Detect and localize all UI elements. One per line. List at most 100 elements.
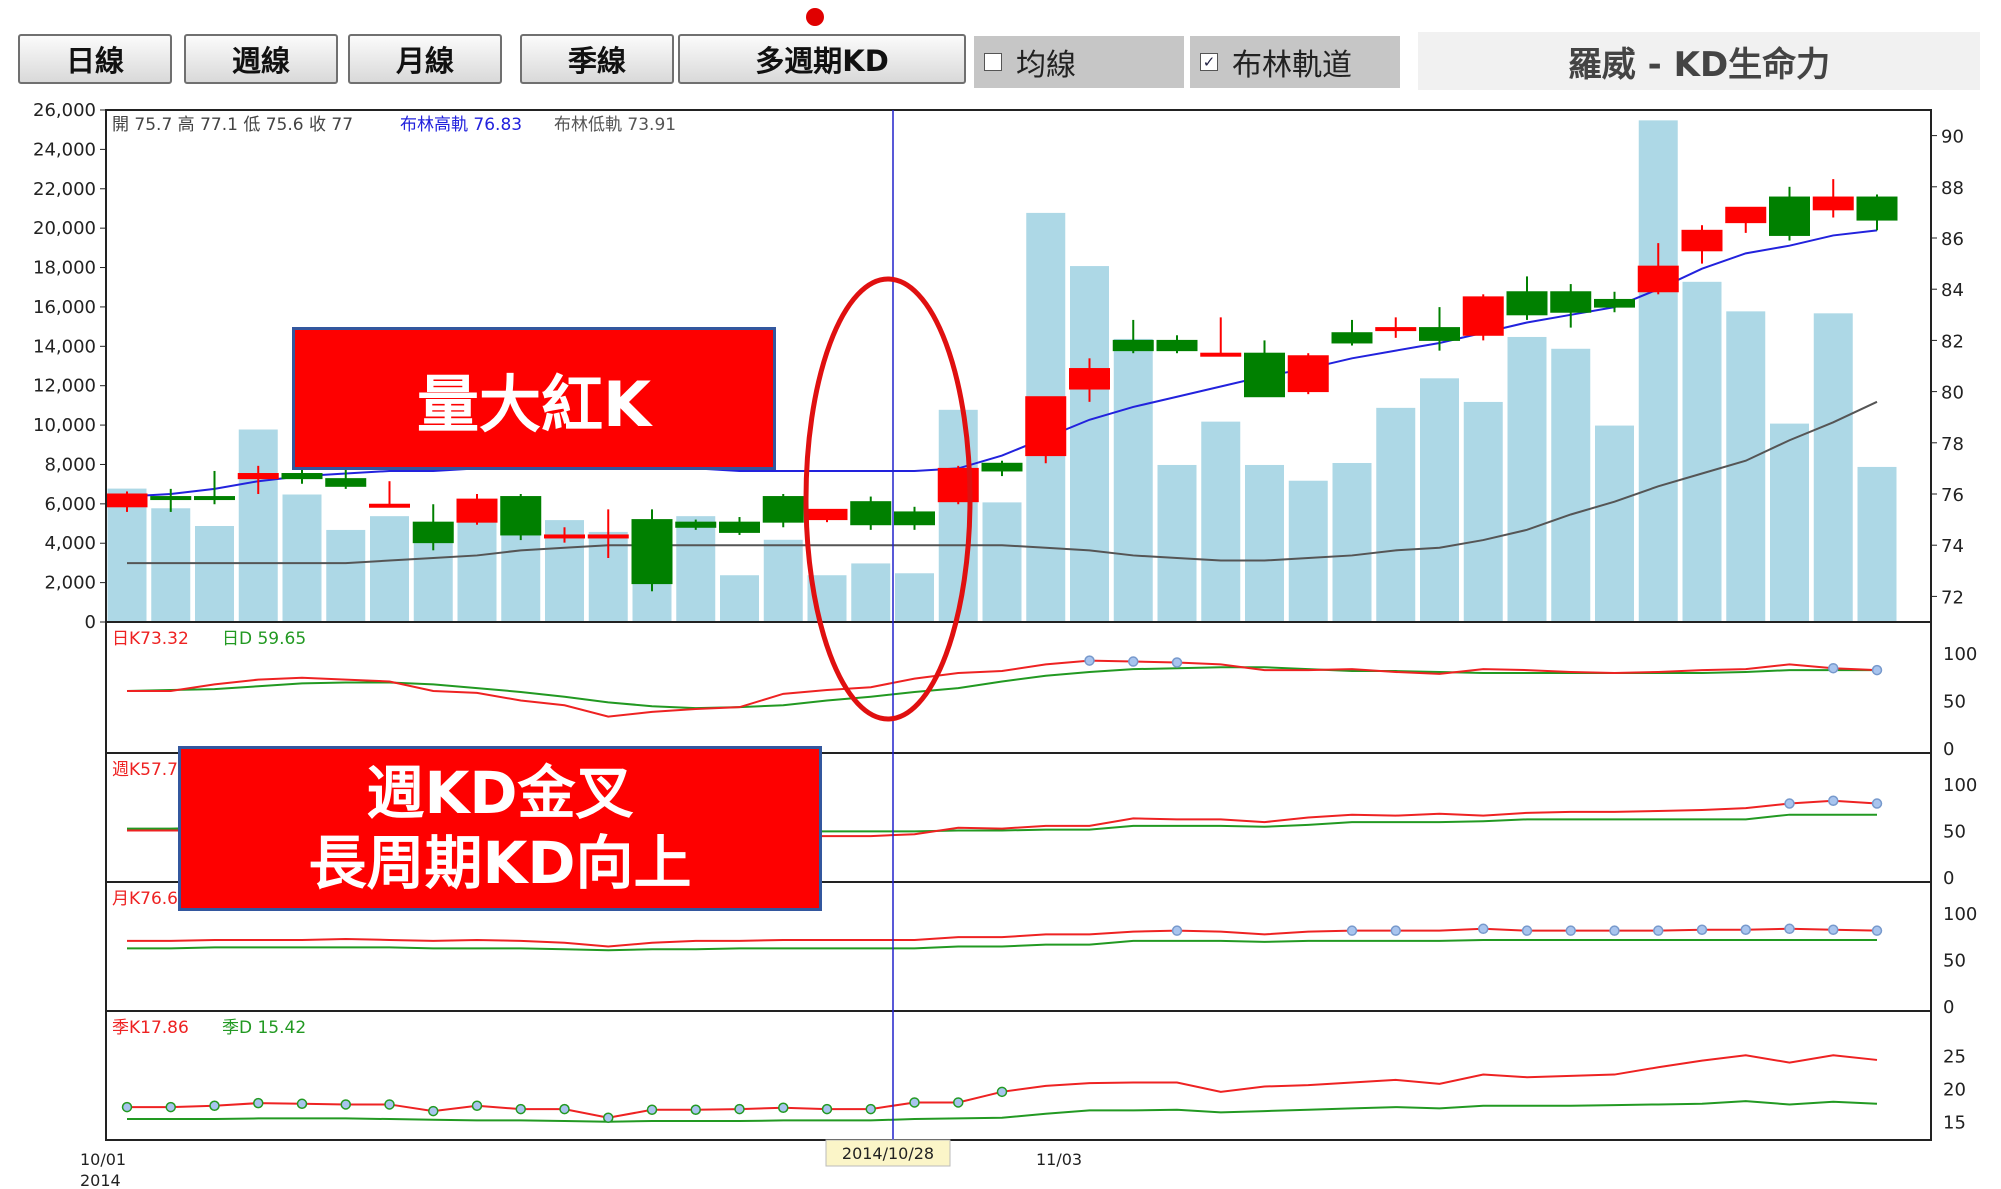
kd-tick-label: 100: [1943, 644, 1977, 665]
candle-body: [1856, 196, 1898, 221]
k-marker: [1871, 925, 1883, 936]
candle-body: [1287, 355, 1329, 393]
active-indicator-dot: [806, 8, 824, 26]
kd-tick-label: 0: [1943, 997, 1954, 1018]
candle-body: [500, 496, 542, 536]
kd-tick-label: 50: [1943, 692, 1966, 713]
candle-body: [281, 473, 323, 480]
chart-border: [105, 109, 1932, 1141]
monthly-button[interactable]: 月線: [348, 34, 502, 84]
k-marker: [603, 1112, 614, 1123]
x-label-nov: 11/03: [1036, 1150, 1082, 1169]
candle-body: [1331, 332, 1373, 344]
axes: 0 2,000 4,000 6,000 8,000 10,000 12,000 14,000 1…: [33, 100, 1964, 633]
k-marker: [865, 1103, 876, 1115]
price-tick-label: 80: [1941, 383, 1964, 404]
volume-bar: [1506, 335, 1548, 623]
candle-body: [1637, 265, 1679, 293]
price-tick-label: 88: [1941, 178, 1964, 199]
candle-body: [1025, 396, 1067, 457]
volume-bar: [1856, 465, 1898, 623]
k-value-label: 週K57.7: [112, 760, 178, 780]
k-marker: [1390, 925, 1401, 936]
volume-bar: [1419, 377, 1460, 623]
k-marker: [1653, 925, 1664, 936]
candle-body: [631, 519, 673, 585]
candle-body: [106, 493, 148, 508]
volume-bar: [1550, 347, 1592, 623]
kd-tick-label: 20: [1943, 1080, 1966, 1101]
candle-body: [762, 496, 804, 523]
k-marker: [1828, 662, 1839, 674]
candle-body: [1594, 298, 1635, 308]
volume-tick-label: 14,000: [33, 336, 96, 357]
price-tick-label: 76: [1941, 485, 1964, 506]
moving-average-checkbox[interactable]: 均線: [974, 36, 1184, 88]
candle-body: [850, 501, 892, 526]
multi-period-kd-button[interactable]: 多週期KD: [678, 34, 966, 84]
candle-body: [806, 508, 848, 521]
k-marker: [1871, 664, 1883, 676]
k-marker: [1171, 925, 1183, 936]
k-marker: [1346, 925, 1358, 936]
candle-body: [237, 473, 279, 480]
volume-bar: [1200, 420, 1242, 623]
k-marker: [121, 1101, 133, 1113]
candle-body: [1725, 206, 1767, 224]
k-value-label: 月K76.6: [112, 889, 178, 909]
volume-bar: [237, 428, 279, 623]
volume-tick-label: 18,000: [33, 258, 96, 279]
kd-tick-label: 100: [1943, 904, 1977, 925]
volume-tick-label: 26,000: [33, 100, 96, 121]
annotation-line1: 週KD金叉: [366, 758, 634, 827]
k-value-label: 季K17.86: [112, 1018, 189, 1038]
volume-tick-label: 12,000: [33, 376, 96, 397]
k-marker: [165, 1101, 176, 1113]
price-tick-label: 72: [1941, 587, 1964, 608]
kd-tick-label: 25: [1943, 1046, 1966, 1067]
k-marker: [384, 1099, 395, 1110]
bb-lower-readout: 布林低軌 73.91: [554, 115, 676, 135]
volume-bar: [1112, 337, 1154, 623]
volume-bar: [762, 538, 804, 623]
kd-tick-label: 15: [1943, 1113, 1966, 1134]
d-value-label: 日D 59.65: [222, 629, 306, 649]
candle-body: [456, 498, 498, 523]
quarterly-button[interactable]: 季線: [520, 34, 674, 84]
cursor-date-label: 2014/10/28: [842, 1144, 934, 1163]
volume-bar: [1375, 406, 1417, 623]
k-marker: [471, 1100, 483, 1112]
annotation-volume-red-k-text: 量大紅K: [416, 367, 652, 441]
weekly-button[interactable]: 週線: [184, 34, 338, 84]
kd-tick-label: 50: [1943, 951, 1966, 972]
kd-tick-label: 0: [1943, 739, 1954, 760]
toolbar: 日線 週線 月線 季線 多週期KD 均線 ✓ 布林軌道: [18, 32, 1980, 90]
k-marker: [1784, 923, 1795, 935]
d-value-label: 季D 15.42: [222, 1018, 306, 1038]
k-marker: [1521, 925, 1533, 936]
bollinger-checkbox[interactable]: ✓ 布林軌道: [1190, 36, 1400, 88]
k-marker: [1084, 655, 1095, 666]
candle-body: [1200, 352, 1242, 357]
candle-body: [194, 496, 235, 501]
candle-body: [150, 496, 192, 501]
k-marker: [1784, 798, 1795, 809]
k-marker: [646, 1104, 658, 1116]
kd-tick-label: 100: [1943, 775, 1977, 796]
price-tick-label: 74: [1941, 536, 1964, 557]
candle-body: [1550, 291, 1592, 313]
k-marker: [559, 1103, 570, 1115]
moving-average-label: 均線: [1016, 48, 1076, 83]
volume-tick-label: 22,000: [33, 179, 96, 200]
k-line: [127, 927, 1878, 948]
k-marker: [1565, 925, 1576, 936]
volume-bar: [1769, 422, 1810, 623]
daily-button[interactable]: 日線: [18, 34, 172, 84]
highlight-ellipse: [803, 276, 973, 722]
candle-body: [1506, 291, 1548, 316]
k-marker: [1696, 924, 1708, 935]
kd-tick-label: 50: [1943, 822, 1966, 843]
volume-bar: [1287, 479, 1329, 623]
stock-title: 羅威 - KD生命力: [1418, 32, 1980, 90]
